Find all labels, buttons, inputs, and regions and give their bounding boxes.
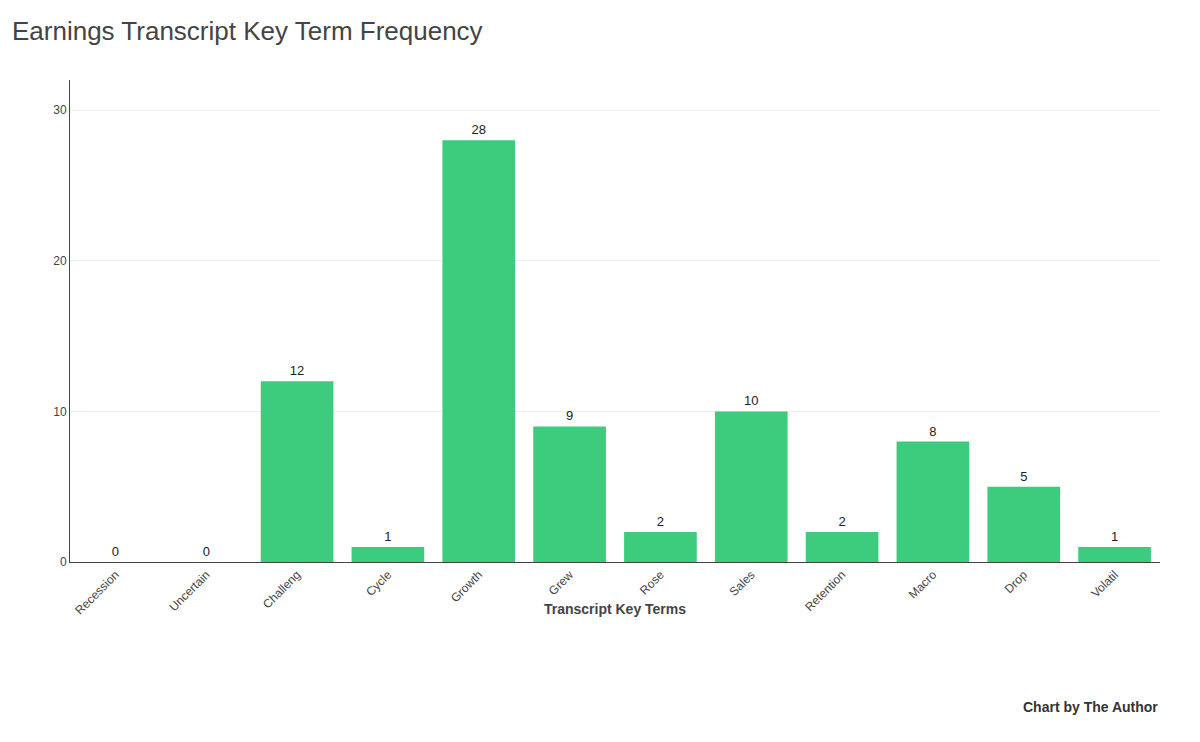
svg-text:10: 10 bbox=[744, 393, 758, 408]
svg-text:0: 0 bbox=[112, 544, 119, 559]
svg-text:Cycle: Cycle bbox=[363, 568, 394, 599]
svg-text:8: 8 bbox=[929, 424, 936, 439]
svg-text:Volatil: Volatil bbox=[1088, 568, 1121, 601]
svg-text:30: 30 bbox=[53, 103, 67, 117]
svg-text:12: 12 bbox=[290, 363, 304, 378]
svg-text:Growth: Growth bbox=[448, 568, 485, 605]
svg-text:Uncertain: Uncertain bbox=[166, 568, 212, 614]
svg-text:28: 28 bbox=[472, 122, 486, 137]
svg-text:Transcript Key Terms: Transcript Key Terms bbox=[544, 601, 686, 617]
svg-text:Retention: Retention bbox=[802, 568, 848, 614]
svg-text:Drop: Drop bbox=[1002, 568, 1031, 597]
svg-text:Sales: Sales bbox=[726, 568, 757, 599]
svg-text:0: 0 bbox=[60, 555, 67, 569]
svg-text:5: 5 bbox=[1020, 469, 1027, 484]
svg-text:9: 9 bbox=[566, 408, 573, 423]
svg-text:Rose: Rose bbox=[637, 568, 667, 598]
svg-text:2: 2 bbox=[838, 514, 845, 529]
svg-text:Earnings Transcript Key Term F: Earnings Transcript Key Term Frequency bbox=[12, 16, 483, 46]
svg-text:20: 20 bbox=[53, 254, 67, 268]
svg-text:0: 0 bbox=[203, 544, 210, 559]
svg-text:Recession: Recession bbox=[72, 568, 122, 618]
svg-text:Challeng: Challeng bbox=[260, 568, 303, 611]
svg-text:10: 10 bbox=[53, 405, 67, 419]
svg-text:Macro: Macro bbox=[906, 568, 940, 602]
svg-text:1: 1 bbox=[384, 529, 391, 544]
svg-text:Grew: Grew bbox=[546, 568, 576, 598]
svg-text:1: 1 bbox=[1111, 529, 1118, 544]
svg-text:2: 2 bbox=[657, 514, 664, 529]
svg-text:Chart by The Author: Chart by The Author bbox=[1023, 699, 1158, 715]
